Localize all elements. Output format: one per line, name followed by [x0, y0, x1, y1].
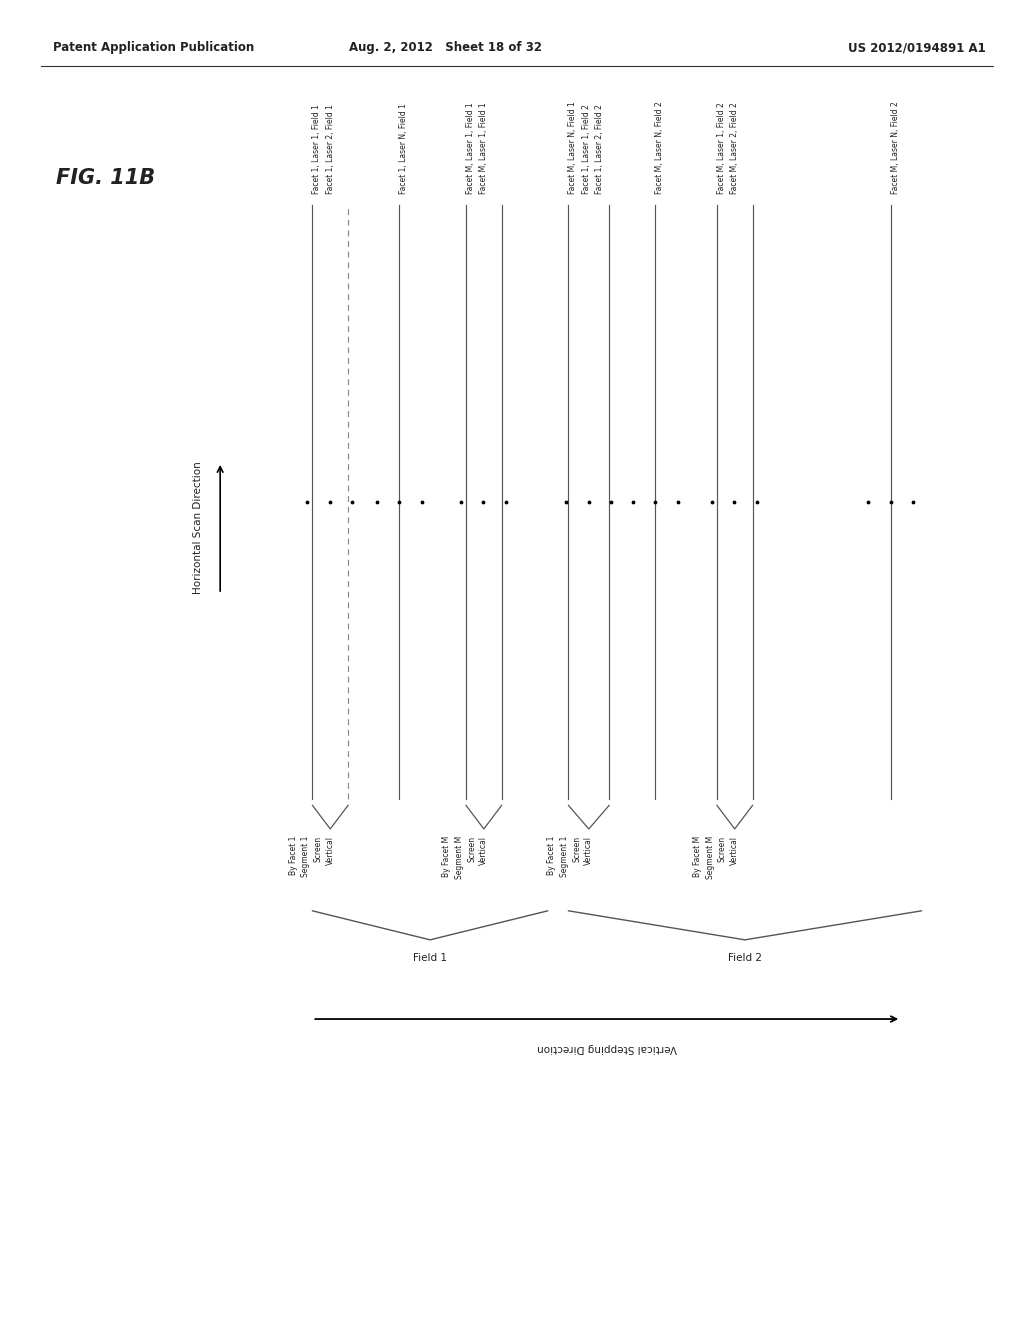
Text: By Facet M: By Facet M: [442, 836, 452, 876]
Text: Segment 1: Segment 1: [560, 836, 568, 876]
Text: FIG. 11B: FIG. 11B: [56, 168, 156, 189]
Text: Segment 1: Segment 1: [301, 836, 310, 876]
Text: Vertical: Vertical: [326, 836, 335, 865]
Text: Vertical: Vertical: [730, 836, 739, 865]
Text: Facet 1, Laser N, Field 1: Facet 1, Laser N, Field 1: [399, 103, 409, 194]
Text: Screen: Screen: [467, 836, 476, 862]
Text: Facet M, Laser 1, Field 1: Facet M, Laser 1, Field 1: [479, 102, 488, 194]
Text: US 2012/0194891 A1: US 2012/0194891 A1: [848, 41, 985, 54]
Text: Vertical Stepping Direction: Vertical Stepping Direction: [537, 1043, 677, 1053]
Text: Screen: Screen: [572, 836, 581, 862]
Text: Facet M, Laser N, Field 1: Facet M, Laser N, Field 1: [568, 102, 578, 194]
Text: Horizontal Scan Direction: Horizontal Scan Direction: [193, 462, 203, 594]
Text: Patent Application Publication: Patent Application Publication: [53, 41, 255, 54]
Text: Facet 1, Laser 1, Field 2: Facet 1, Laser 1, Field 2: [582, 104, 591, 194]
Text: Segment M: Segment M: [455, 836, 464, 879]
Text: Screen: Screen: [313, 836, 323, 862]
Text: By Facet 1: By Facet 1: [548, 836, 556, 875]
Text: Facet M, Laser N, Field 2: Facet M, Laser N, Field 2: [891, 102, 900, 194]
Text: Facet 1, Laser 1, Field 1: Facet 1, Laser 1, Field 1: [312, 104, 322, 194]
Text: Facet M, Laser N, Field 2: Facet M, Laser N, Field 2: [655, 102, 665, 194]
Text: Segment M: Segment M: [706, 836, 715, 879]
Text: Field 1: Field 1: [413, 953, 447, 964]
Text: By Facet M: By Facet M: [693, 836, 702, 876]
Text: Facet 1, Laser 2, Field 1: Facet 1, Laser 2, Field 1: [326, 104, 335, 194]
Text: Vertical: Vertical: [585, 836, 593, 865]
Text: Vertical: Vertical: [479, 836, 488, 865]
Text: Aug. 2, 2012   Sheet 18 of 32: Aug. 2, 2012 Sheet 18 of 32: [349, 41, 542, 54]
Text: Facet M, Laser 2, Field 2: Facet M, Laser 2, Field 2: [730, 102, 739, 194]
Text: Screen: Screen: [718, 836, 727, 862]
Text: Facet 1, Laser 2, Field 2: Facet 1, Laser 2, Field 2: [595, 104, 604, 194]
Text: Field 2: Field 2: [728, 953, 762, 964]
Text: Facet M, Laser 1, Field 2: Facet M, Laser 1, Field 2: [717, 102, 726, 194]
Text: Facet M, Laser 1, Field 1: Facet M, Laser 1, Field 1: [466, 102, 475, 194]
Text: By Facet 1: By Facet 1: [289, 836, 298, 875]
